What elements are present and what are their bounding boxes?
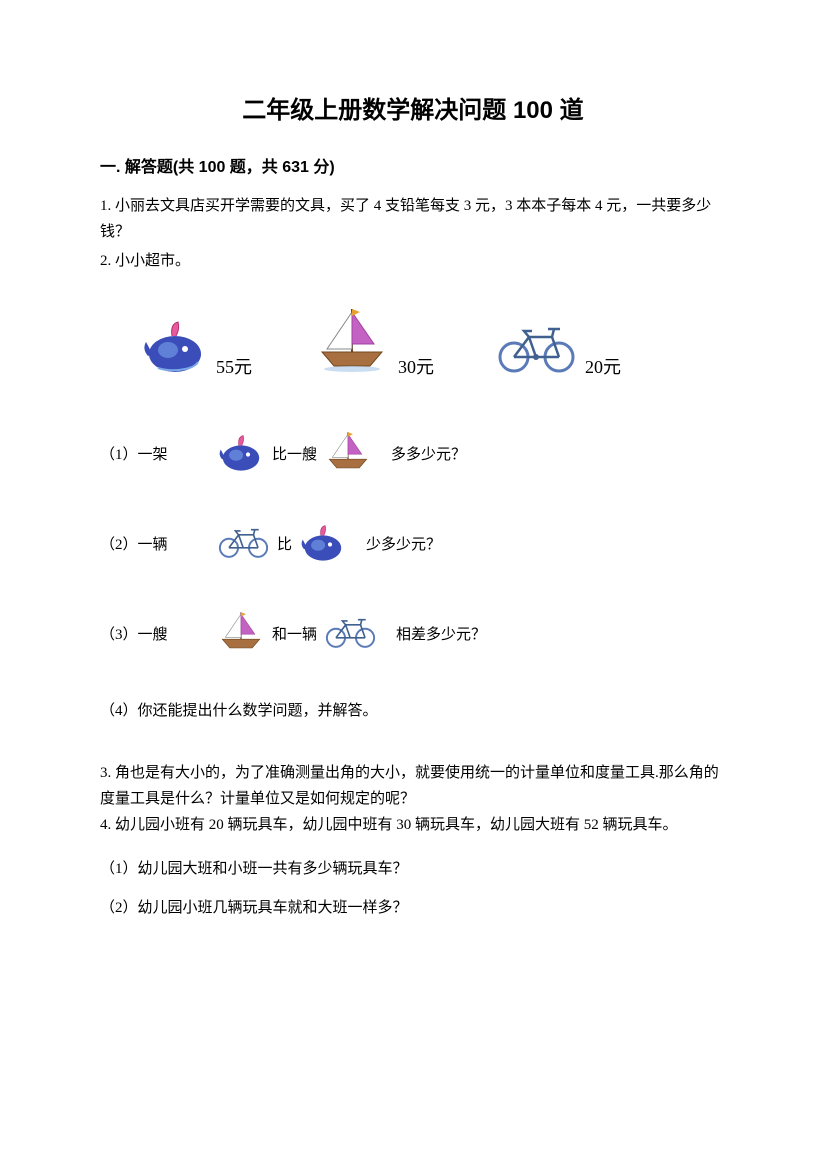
price-display-row: 55元 30元 20元 <box>140 304 726 379</box>
boat-icon <box>312 304 392 379</box>
bike-icon <box>323 613 378 654</box>
sub3-text-c: 相差多少元？ <box>396 623 486 644</box>
question-4: 4. 幼儿园小班有 20 辆玩具车，幼儿园中班有 30 辆玩具车，幼儿园大班有 … <box>100 812 726 838</box>
price-item-boat: 30元 <box>312 304 434 379</box>
boat-price: 30元 <box>398 353 434 379</box>
whale-price: 55元 <box>216 353 252 379</box>
question-4-sub2: （2）幼儿园小班几辆玩具车就和大班一样多？ <box>100 896 726 917</box>
sub2-text-b: 比 <box>277 533 292 554</box>
whale-icon <box>216 430 266 477</box>
bike-icon <box>494 319 579 379</box>
sub2-text-c: 少多少元？ <box>366 533 441 554</box>
boat-icon <box>216 609 266 658</box>
section-header: 一. 解答题(共 100 题，共 631 分) <box>100 153 726 177</box>
whale-icon <box>298 520 348 567</box>
question-2-sub1: （1）一架 比一艘 多多少元？ <box>100 429 726 479</box>
question-1: 1. 小丽去文具店买开学需要的文具，买了 4 支铅笔每支 3 元，3 本本子每本… <box>100 193 726 246</box>
question-3: 3. 角也是有大小的，为了准确测量出角的大小，就要使用统一的计量单位和度量工具.… <box>100 760 726 813</box>
bike-icon <box>216 523 271 564</box>
sub3-text-b: 和一辆 <box>272 623 317 644</box>
bike-price: 20元 <box>585 353 621 379</box>
price-item-bike: 20元 <box>494 319 621 379</box>
sub2-text-a: （2）一辆 <box>100 533 210 554</box>
sub1-text-c: 多多少元？ <box>391 443 466 464</box>
question-2-intro: 2. 小小超市。 <box>100 248 726 274</box>
question-2-sub3: （3）一艘 和一辆 相差多少元？ <box>100 609 726 659</box>
page-title: 二年级上册数学解决问题 100 道 <box>100 90 726 125</box>
boat-icon <box>323 429 373 478</box>
whale-icon <box>140 314 210 379</box>
sub3-text-a: （3）一艘 <box>100 623 210 644</box>
question-4-sub1: （1）幼儿园大班和小班一共有多少辆玩具车？ <box>100 857 726 878</box>
question-2-sub4: （4）你还能提出什么数学问题，并解答。 <box>100 699 726 720</box>
sub1-text-a: （1）一架 <box>100 443 210 464</box>
sub1-text-b: 比一艘 <box>272 443 317 464</box>
question-2-sub2: （2）一辆 比 少多少元？ <box>100 519 726 569</box>
price-item-whale: 55元 <box>140 314 252 379</box>
